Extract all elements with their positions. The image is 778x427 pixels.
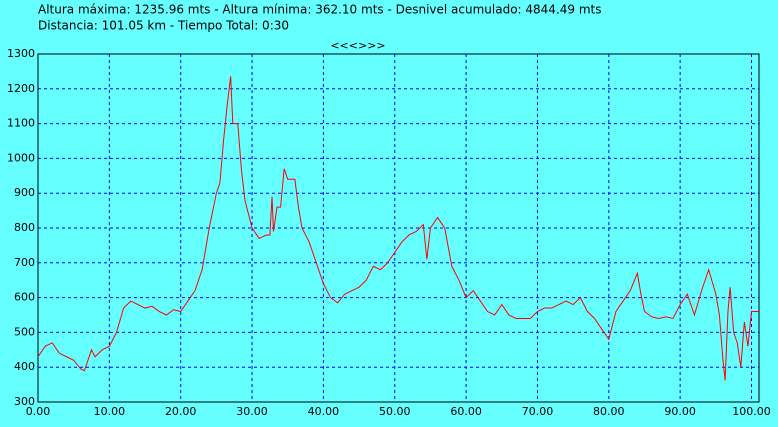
y-tick-label: 300 xyxy=(14,395,35,408)
x-tick-label: 30.00 xyxy=(236,405,268,418)
x-tick-label: 100.00 xyxy=(732,405,771,418)
x-tick-label: 40.00 xyxy=(308,405,340,418)
y-tick-label: 1200 xyxy=(7,82,35,95)
plot-frame xyxy=(37,53,760,403)
y-tick-label: 500 xyxy=(14,325,35,338)
x-tick-label: 0.00 xyxy=(26,405,51,418)
x-tick-label: 70.00 xyxy=(522,405,554,418)
chart-subtitle: Distancia: 101.05 km - Tiempo Total: 0:3… xyxy=(38,19,289,33)
nav-arrows[interactable]: <<<>>> xyxy=(330,39,385,52)
y-tick-label: 800 xyxy=(14,221,35,234)
x-tick-label: 80.00 xyxy=(593,405,625,418)
x-tick-label: 60.00 xyxy=(450,405,482,418)
chart-title: Altura máxima: 1235.96 mts - Altura míni… xyxy=(38,3,602,17)
y-tick-label: 400 xyxy=(14,360,35,373)
y-tick-label: 700 xyxy=(14,256,35,269)
y-tick-label: 600 xyxy=(14,291,35,304)
elevation-line xyxy=(37,76,759,381)
x-tick-label: 50.00 xyxy=(379,405,411,418)
y-tick-label: 1100 xyxy=(7,117,35,130)
y-tick-label: 1300 xyxy=(7,47,35,60)
x-tick-label: 10.00 xyxy=(94,405,126,418)
x-tick-label: 90.00 xyxy=(664,405,696,418)
y-tick-label: 900 xyxy=(14,186,35,199)
y-tick-label: 1000 xyxy=(7,151,35,164)
x-tick-label: 20.00 xyxy=(165,405,197,418)
